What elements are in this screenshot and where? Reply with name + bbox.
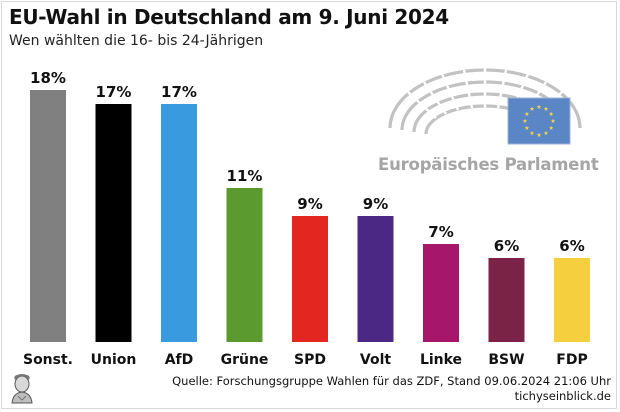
source-note: Quelle: Forschungsgruppe Wahlen für das … (172, 374, 611, 404)
category-label: SPD (294, 352, 326, 368)
value-label: 11% (227, 167, 263, 185)
bar-fdp (554, 258, 590, 342)
eu-star (529, 106, 535, 111)
value-label: 6% (494, 237, 519, 255)
eu-star (550, 118, 556, 123)
eu-star (548, 125, 554, 130)
category-label: Union (91, 352, 137, 368)
eu-star (548, 111, 554, 116)
chart-subtitle: Wen wählten die 16- bis 24-Jährigen (9, 33, 264, 49)
category-label: Volt (360, 352, 391, 368)
eu-star (543, 106, 549, 111)
bust-engraving-icon (11, 374, 33, 404)
bar-bsw (488, 258, 525, 342)
value-label: 9% (297, 195, 322, 213)
bar-grüne (226, 188, 263, 342)
eu-star (524, 125, 530, 130)
category-label: Grüne (221, 352, 269, 368)
category-label: Linke (420, 352, 462, 368)
bar-union (95, 104, 132, 342)
bar-spd (292, 216, 328, 342)
eu-star (529, 130, 535, 136)
value-label: 9% (363, 195, 388, 213)
eu-star (543, 130, 549, 136)
source-text: Quelle: Forschungsgruppe Wahlen für das … (172, 374, 611, 388)
european-parliament-wordmark: Europäisches Parlament (378, 155, 599, 174)
value-label: 17% (96, 83, 132, 101)
category-label: Sonst. (23, 352, 73, 368)
value-label: 17% (161, 83, 197, 101)
site-link[interactable]: tichyseinblick.de (514, 389, 611, 403)
parliament-hemicycle-icon (388, 68, 582, 145)
eu-stars (522, 104, 556, 137)
category-label: FDP (556, 352, 587, 368)
bar-sonst (30, 90, 66, 342)
value-label: 7% (428, 223, 453, 241)
bar-linke (423, 244, 459, 342)
category-label: BSW (488, 352, 524, 368)
bar-afd (161, 104, 197, 342)
category-label: AfD (165, 352, 194, 368)
chart-title: EU-Wahl in Deutschland am 9. Juni 2024 (9, 5, 449, 29)
bar-volt (357, 216, 394, 342)
value-label: 18% (30, 69, 66, 87)
eu-star (524, 111, 530, 116)
value-label: 6% (559, 237, 584, 255)
eu-star (536, 104, 542, 109)
eu-star (522, 118, 528, 123)
eu-star (536, 132, 542, 137)
